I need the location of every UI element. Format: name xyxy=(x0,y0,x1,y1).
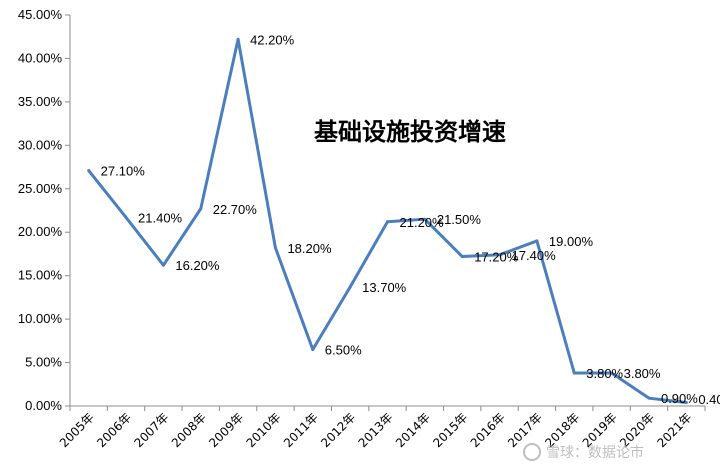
data-point xyxy=(610,371,614,375)
data-point xyxy=(460,255,464,259)
data-label: 21.40% xyxy=(138,210,183,225)
y-tick-label: 15.00% xyxy=(18,268,63,283)
x-tick-label: 2016年 xyxy=(468,410,508,450)
x-tick-label: 2010年 xyxy=(244,410,284,450)
data-label: 21.20% xyxy=(400,215,445,230)
data-label: 16.20% xyxy=(175,258,220,273)
data-point xyxy=(684,401,688,405)
y-tick-label: 40.00% xyxy=(18,50,63,65)
data-point xyxy=(161,263,165,267)
data-point xyxy=(87,169,91,173)
y-tick-label: 35.00% xyxy=(18,94,63,109)
x-tick-label: 2014年 xyxy=(393,410,433,450)
x-axis-ticks: 2005年2006年2007年2008年2009年2010年2011年2012年… xyxy=(57,406,706,450)
data-point xyxy=(572,371,576,375)
x-tick-label: 2021年 xyxy=(654,410,694,450)
y-tick-label: 30.00% xyxy=(18,137,63,152)
x-tick-label: 2013年 xyxy=(356,410,396,450)
y-tick-label: 20.00% xyxy=(18,224,63,239)
chart-title: 基础设施投资增速 xyxy=(314,118,506,146)
watermark: 雪球：数据论市 xyxy=(523,443,644,461)
data-point xyxy=(386,220,389,224)
data-label: 6.50% xyxy=(325,343,362,358)
data-label: 0.40% xyxy=(698,392,720,407)
x-tick-label: 2012年 xyxy=(318,410,358,450)
data-label: 0.90% xyxy=(661,391,698,406)
data-label: 42.20% xyxy=(250,32,295,47)
y-tick-label: 10.00% xyxy=(18,311,63,326)
snowball-logo-icon xyxy=(523,443,541,461)
data-point xyxy=(647,396,651,400)
data-point xyxy=(236,37,240,41)
x-tick-label: 2006年 xyxy=(94,410,134,450)
x-tick-label: 2005年 xyxy=(57,410,97,450)
data-label: 19.00% xyxy=(549,234,594,249)
data-labels: 27.10% 21.40% 16.20% 22.70% 42.20% 18.20% 6.50… xyxy=(101,32,720,407)
data-label: 17.40% xyxy=(512,248,557,263)
data-point xyxy=(273,246,277,250)
data-label: 17.20% xyxy=(474,250,519,265)
data-label: 22.70% xyxy=(213,202,258,217)
y-tick-label: 45.00% xyxy=(18,7,63,22)
data-point xyxy=(348,285,352,289)
data-label: 13.70% xyxy=(362,280,407,295)
data-label: 21.50% xyxy=(437,212,482,227)
data-label: 18.20% xyxy=(287,241,332,256)
y-tick-label: 0.00% xyxy=(25,398,62,413)
data-label: 3.80% xyxy=(586,366,623,381)
x-tick-label: 2008年 xyxy=(169,410,209,450)
data-label: 3.80% xyxy=(624,366,661,381)
data-point xyxy=(124,215,128,219)
data-point xyxy=(199,207,203,211)
data-point xyxy=(423,217,427,221)
watermark-text: 雪球：数据论市 xyxy=(546,444,644,461)
y-tick-label: 5.00% xyxy=(25,355,62,370)
data-points xyxy=(87,37,688,405)
x-tick-label: 2015年 xyxy=(430,410,470,450)
y-axis-ticks: 0.00% 5.00% 10.00% 15.00% 20.00% 25.00% 30.00%… xyxy=(18,7,70,413)
data-point xyxy=(535,239,539,243)
data-point xyxy=(311,348,315,352)
y-tick-label: 25.00% xyxy=(18,181,63,196)
x-tick-label: 2017年 xyxy=(505,410,545,450)
data-label: 27.10% xyxy=(101,164,146,179)
x-tick-label: 2011年 xyxy=(281,410,321,450)
x-tick-label: 2007年 xyxy=(132,410,172,450)
data-point xyxy=(498,253,502,257)
x-tick-label: 2009年 xyxy=(206,410,246,450)
